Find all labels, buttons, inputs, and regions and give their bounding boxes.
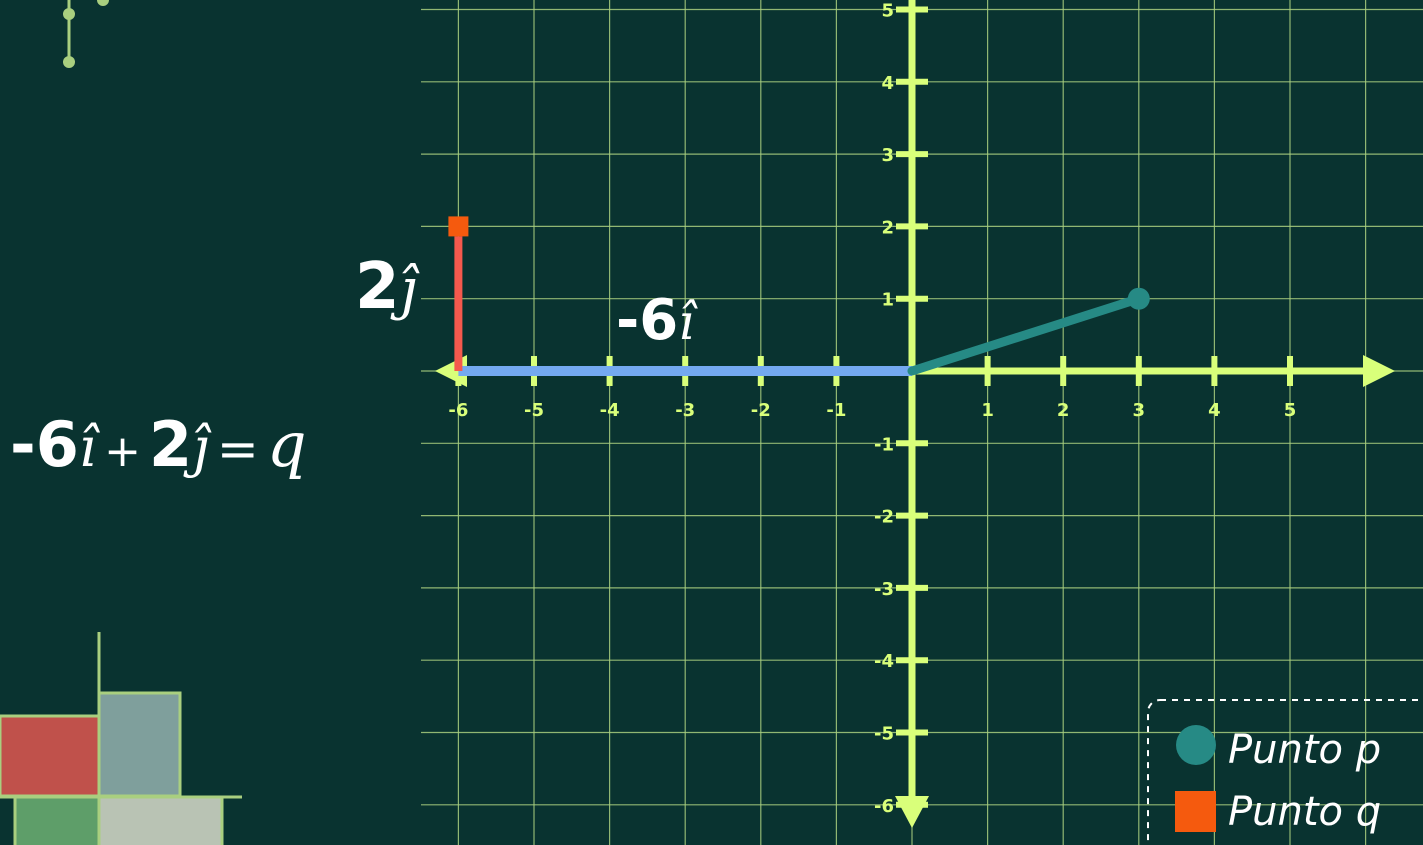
equation-coef-j: 2 [149,408,192,481]
equation-plus: + [104,426,141,477]
x-tick-label: -3 [675,400,695,421]
x-tick-label: -2 [751,400,771,421]
point-q-marker [448,216,469,237]
i-component-label: -6î [616,288,698,353]
y-tick-label: 5 [881,1,894,22]
y-tick-label: 3 [881,145,894,166]
x-tick-label: -6 [448,400,468,421]
y-tick-label: -2 [874,507,894,528]
y-tick-label: 4 [881,73,894,94]
point-p-marker [1127,287,1150,310]
tick-labels: -6 -5 -4 -3 -2 -1 1 2 3 4 5 5 4 3 2 1 -1 -2 -3 -4 -5 -6 [448,1,1296,817]
x-tick-label: 5 [1284,400,1297,421]
vectors [448,216,1150,376]
y-tick-label: -4 [874,651,894,672]
x-tick-label: 2 [1057,400,1070,421]
i-component-coef: -6 [616,288,678,353]
j-component-coef: 2 [355,250,400,324]
node-decoration-icon [63,0,109,68]
legend-point-p-icon [1176,725,1216,765]
x-tick-label: -5 [524,400,544,421]
legend-point-q-icon [1175,791,1216,832]
equation-coef-i: -6 [10,408,79,481]
x-tick-label: -1 [826,400,846,421]
equation: -6î +2ĵ = q [10,408,307,481]
x-tick-label: 4 [1208,400,1221,421]
y-tick-label: -5 [874,724,894,745]
legend-item-q: Punto q [1228,789,1381,835]
i-component-unit: î [678,293,698,351]
y-tick-label: -3 [874,579,894,600]
x-tick-label: -4 [600,400,620,421]
y-tick-label: -1 [874,434,894,455]
j-component-label: 2ĵ [355,250,421,324]
legend: Punto p Punto q [1147,699,1423,845]
y-tick-label: 1 [881,290,894,311]
legend-item-p: Punto p [1228,727,1381,773]
y-tick-label: -6 [874,796,894,817]
equation-equals: = [217,420,259,478]
x-tick-label: 3 [1133,400,1146,421]
vector-p [907,294,1144,376]
x-axis-arrow-right [1363,355,1395,387]
equation-result: q [267,408,307,481]
axes [435,0,1395,828]
y-tick-label: 2 [881,217,894,238]
x-tick-label: 1 [981,400,994,421]
equation-i-hat: î [79,416,101,479]
y-axis-arrow-down [895,796,929,828]
grid-lines [421,0,1423,845]
blocks-decoration [0,632,242,845]
